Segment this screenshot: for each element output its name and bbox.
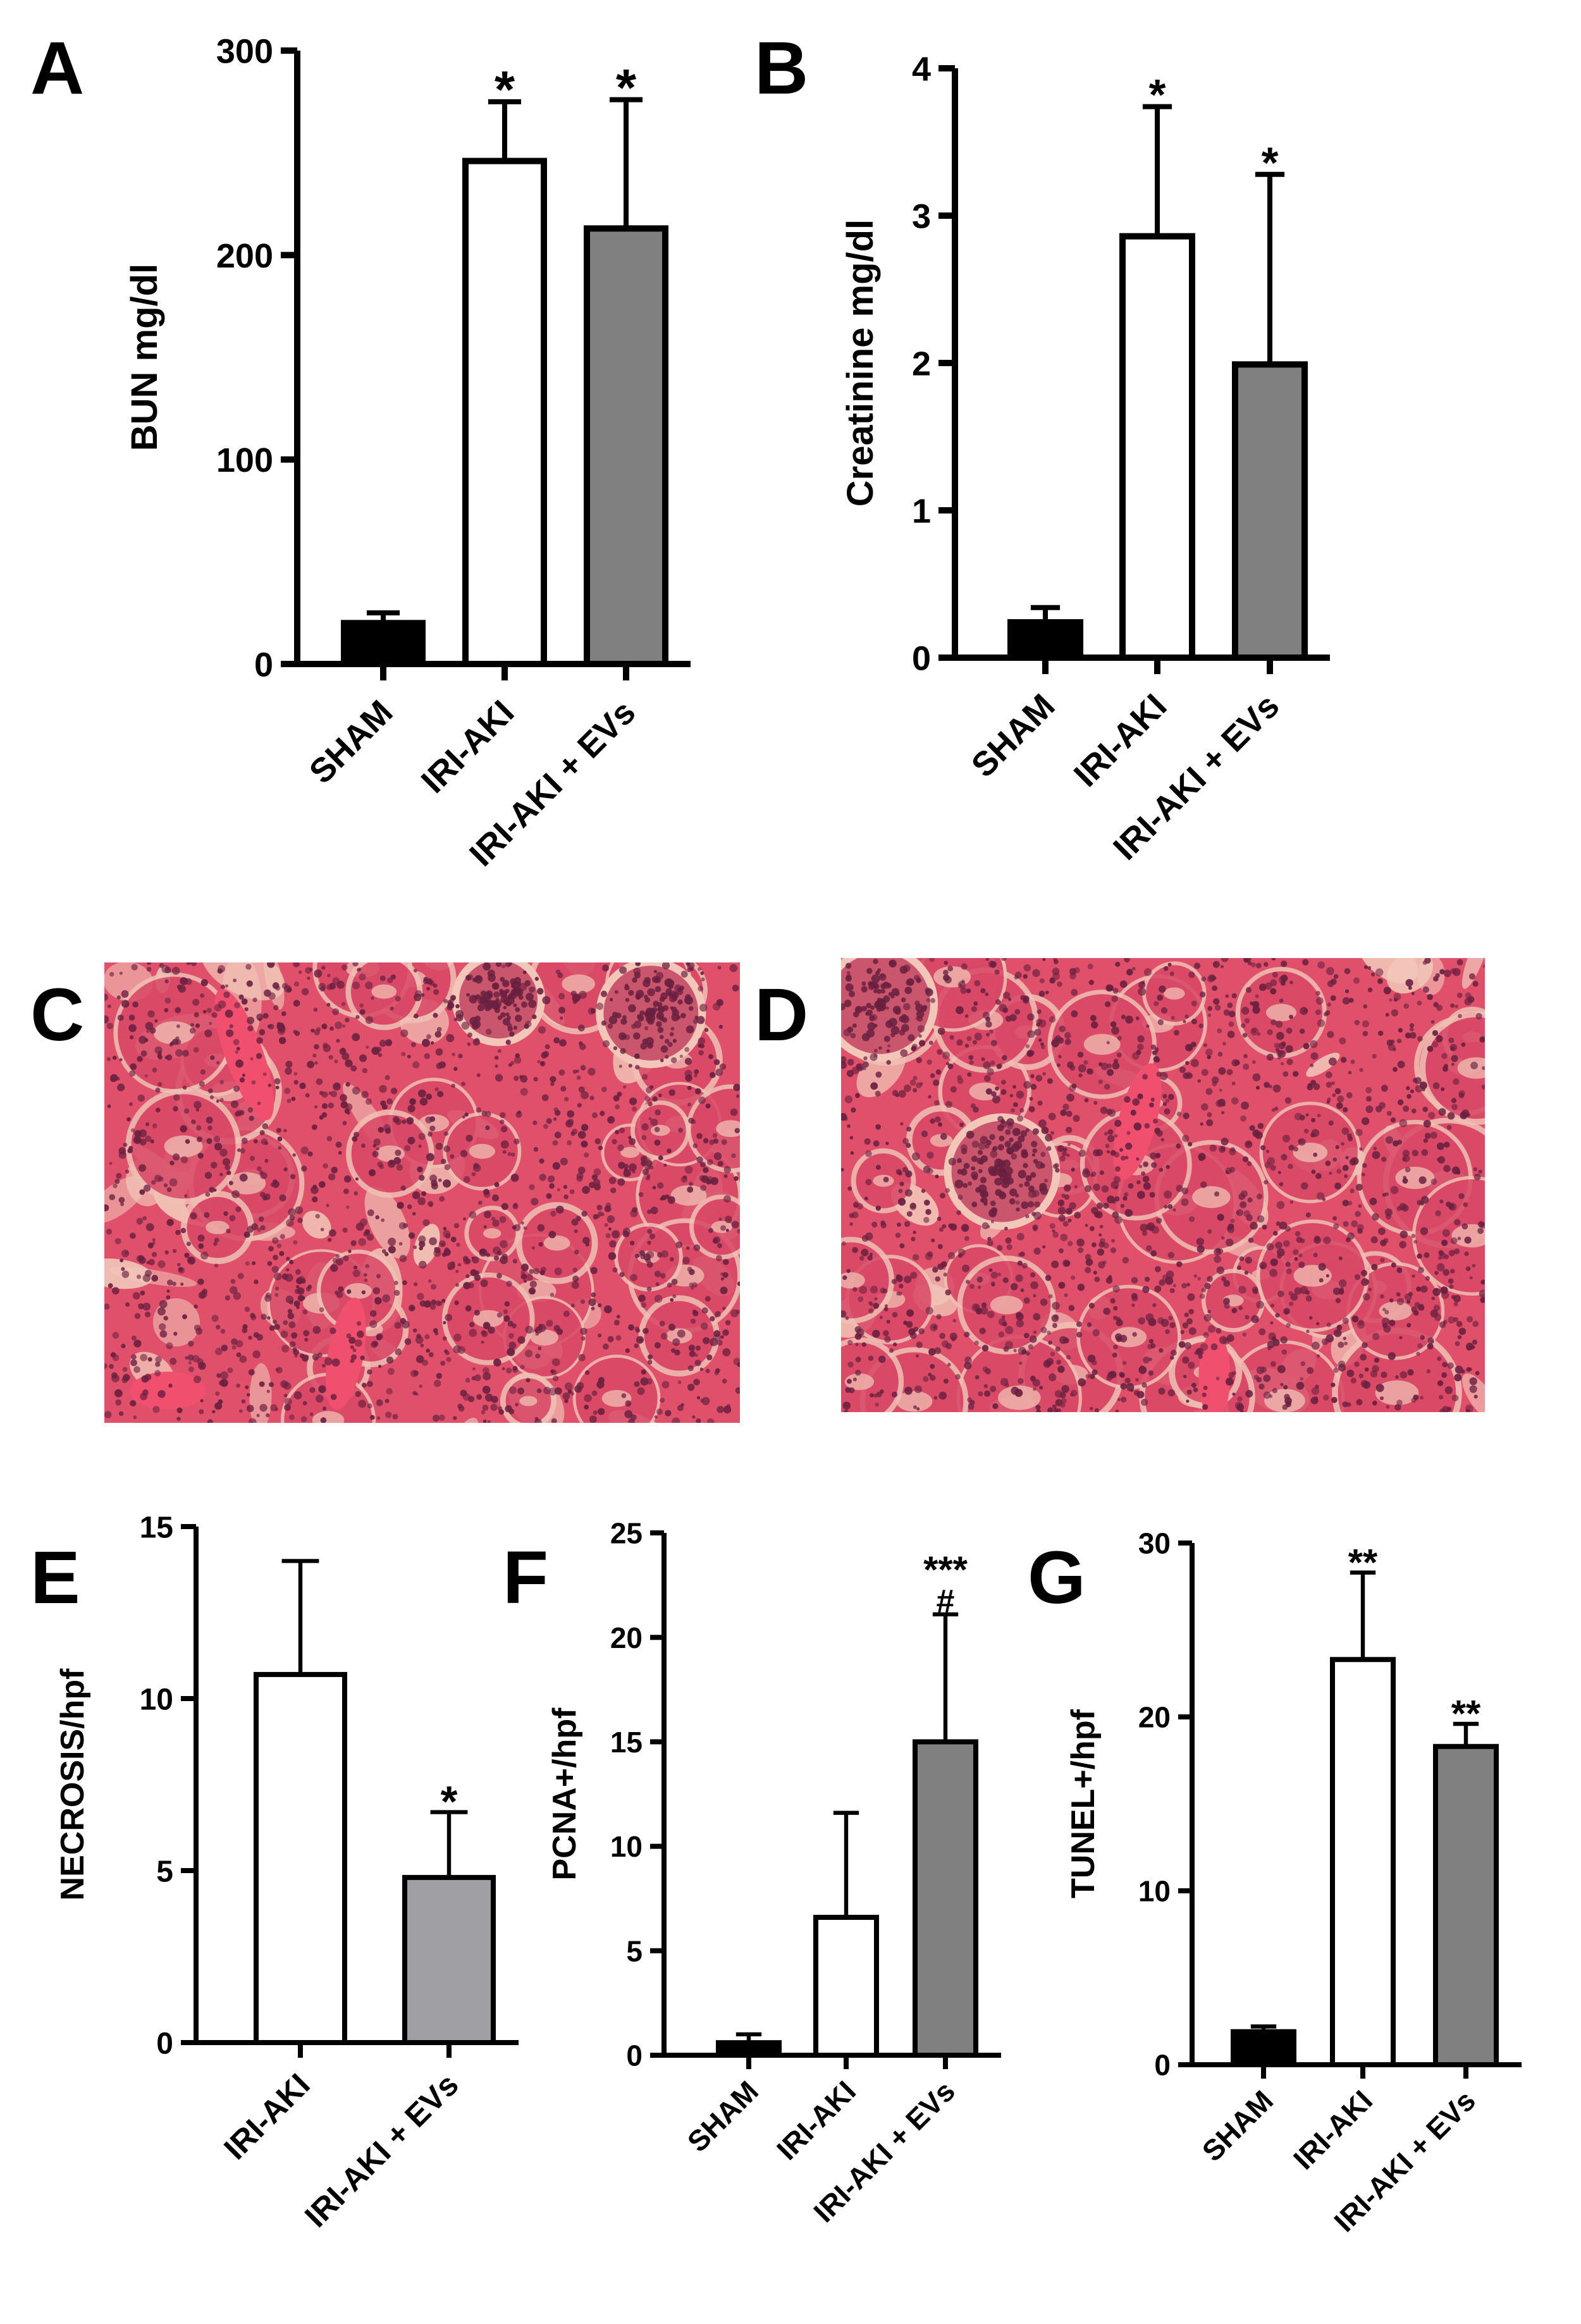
histology-panel-d: D: [754, 958, 1485, 1412]
y-tick-label: 0: [254, 646, 273, 684]
bar-sham: [341, 620, 426, 667]
bar-iri-aki: [813, 1914, 879, 2058]
y-tick-label: 5: [156, 1855, 173, 1888]
panel-letter-g: G: [1028, 1536, 1086, 1620]
panel-letter-c: C: [30, 973, 84, 1057]
bar-iri-aki-evs: [584, 225, 668, 667]
panel-letter-b: B: [754, 27, 808, 110]
significance-hash: #: [937, 1583, 955, 1620]
panel-letter-a: A: [30, 27, 84, 110]
y-tick-label: 10: [140, 1683, 173, 1716]
bar-iri-aki: [462, 157, 547, 668]
significance-asterisk: **: [1348, 1541, 1378, 1583]
y-tick-label: 2: [912, 345, 931, 383]
y-tick-label: 4: [912, 50, 931, 88]
y-tick-label: 20: [610, 1621, 643, 1654]
histology-panel-c: C: [30, 962, 740, 1423]
y-axis-title: NECROSIS/hpf: [54, 1668, 91, 1901]
panel-letter-d: D: [754, 973, 808, 1057]
y-tick-label: 25: [610, 1517, 643, 1550]
y-tick-label: 300: [216, 32, 273, 70]
y-tick-label: 15: [140, 1511, 173, 1544]
significance-asterisk: *: [1262, 138, 1279, 187]
y-axis-title: BUN mg/dl: [124, 264, 165, 451]
significance-asterisk: ***: [923, 1548, 968, 1590]
y-tick-label: 200: [216, 237, 273, 275]
y-tick-label: 0: [1154, 2049, 1171, 2082]
bar-iri-aki-evs: [1433, 1743, 1499, 2067]
y-axis-title: Creatinine mg/dl: [840, 219, 881, 507]
y-tick-label: 0: [912, 639, 931, 677]
y-tick-label: 10: [610, 1830, 643, 1863]
panel-letter-e: E: [30, 1536, 80, 1620]
y-tick-label: 0: [156, 2027, 173, 2060]
y-axis-title: PCNA+/hpf: [546, 1707, 583, 1881]
y-tick-label: 1: [912, 492, 931, 530]
y-axis-title: TUNEL+/hpf: [1065, 1709, 1102, 1898]
micrograph-image: [104, 962, 740, 1423]
bar-iri-aki-evs: [1232, 361, 1308, 661]
y-tick-label: 30: [1138, 1527, 1171, 1560]
micrograph-image: [841, 958, 1485, 1412]
bar-iri-aki: [1330, 1657, 1396, 2067]
y-tick-label: 100: [216, 441, 273, 479]
y-tick-label: 3: [912, 197, 931, 235]
significance-asterisk: *: [495, 60, 515, 119]
bar-sham: [1231, 2029, 1296, 2067]
significance-asterisk: **: [1451, 1692, 1481, 1735]
y-tick-label: 15: [610, 1726, 643, 1759]
bar-sham: [1007, 619, 1083, 661]
y-tick-label: 10: [1138, 1875, 1171, 1908]
bar-iri-aki-evs: [913, 1739, 978, 2058]
y-tick-label: 20: [1138, 1701, 1171, 1734]
bar-sham: [716, 2040, 782, 2058]
bar-iri-aki-evs: [402, 1874, 496, 2045]
significance-asterisk: *: [1149, 71, 1166, 120]
significance-asterisk: *: [616, 58, 637, 117]
y-tick-label: 0: [626, 2039, 643, 2072]
y-tick-label: 5: [626, 1934, 643, 1967]
bar-iri-aki: [254, 1671, 347, 2045]
panel-letter-f: F: [503, 1536, 548, 1620]
bar-iri-aki: [1119, 233, 1195, 661]
significance-asterisk: *: [441, 1778, 458, 1826]
